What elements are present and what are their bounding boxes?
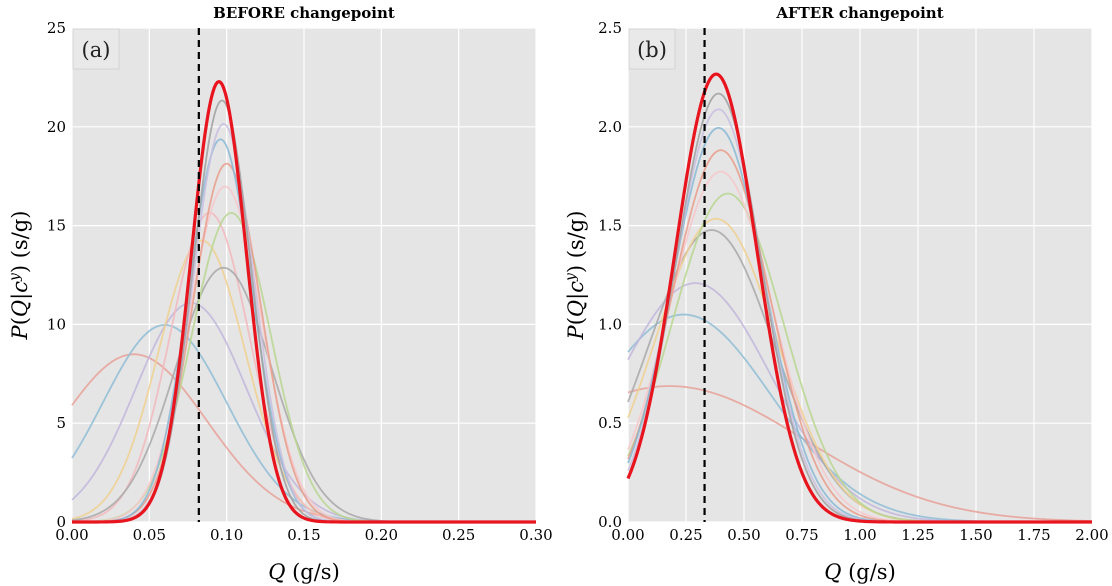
panel-after-label-box (628, 28, 676, 70)
panel-before-ylabel: P(Q|cy) (s/g) (7, 211, 33, 341)
y-tick-label: 15 (47, 217, 66, 235)
y-tick-label: 20 (47, 118, 66, 136)
x-tick-label: 0.50 (727, 526, 760, 544)
x-tick-label: 0.30 (519, 526, 552, 544)
panel-before: BEFORE changepoint 0.00 0.05 0.10 0.15 0.20 0… (7, 4, 553, 584)
x-tick-label: 2.00 (1075, 526, 1108, 544)
panel-after-xlabel: Q (g/s) (824, 560, 896, 584)
panel-before-title: BEFORE changepoint (213, 4, 395, 22)
y-tick-label: 0.0 (598, 513, 622, 531)
panel-after: AFTER changepoint 0.00 0.25 0.50 0.75 1.00 1.… (563, 4, 1109, 584)
panel-before-curves (71, 79, 536, 524)
y-tick-label: 1.5 (598, 217, 622, 235)
highlighted-density-curve (72, 79, 536, 524)
x-tick-label: 0.10 (210, 526, 243, 544)
x-tick-label: 0.20 (365, 526, 398, 544)
panel-after-ticks: 0.00 0.25 0.50 0.75 1.00 1.25 1.50 1.75 2.00 0.0 0… (598, 19, 1109, 544)
panel-before-xlabel: Q (g/s) (268, 560, 340, 584)
y-tick-label: 5 (56, 414, 66, 432)
x-tick-label: 1.25 (901, 526, 934, 544)
y-tick-label: 0.5 (598, 414, 622, 432)
y-tick-label: 10 (47, 315, 66, 333)
panel-after-ylabel: P(Q|cy) (s/g) (563, 211, 589, 341)
x-tick-label: 0.25 (442, 526, 475, 544)
panel-after-title: AFTER changepoint (775, 4, 943, 22)
x-tick-label: 0.75 (785, 526, 818, 544)
y-tick-label: 1.0 (598, 315, 622, 333)
panel-before-ticks: 0.00 0.05 0.10 0.15 0.20 0.25 0.30 0 5 10 15 20 25 (47, 19, 553, 544)
y-tick-label: 2.0 (598, 118, 622, 136)
y-tick-label: 25 (47, 19, 66, 37)
x-tick-label: 0.05 (133, 526, 166, 544)
panel-before-label: (a) (82, 38, 111, 62)
panel-before-label-box (72, 28, 120, 70)
y-tick-label: 2.5 (598, 19, 622, 37)
panel-after-label: (b) (637, 38, 667, 62)
x-tick-label: 1.00 (843, 526, 876, 544)
x-tick-label: 0.00 (611, 526, 644, 544)
x-tick-label: 1.75 (1017, 526, 1050, 544)
x-tick-label: 0.15 (287, 526, 320, 544)
y-tick-label: 0 (56, 513, 66, 531)
x-tick-label: 0.25 (669, 526, 702, 544)
x-tick-label: 0.00 (55, 526, 88, 544)
x-tick-label: 1.50 (959, 526, 992, 544)
